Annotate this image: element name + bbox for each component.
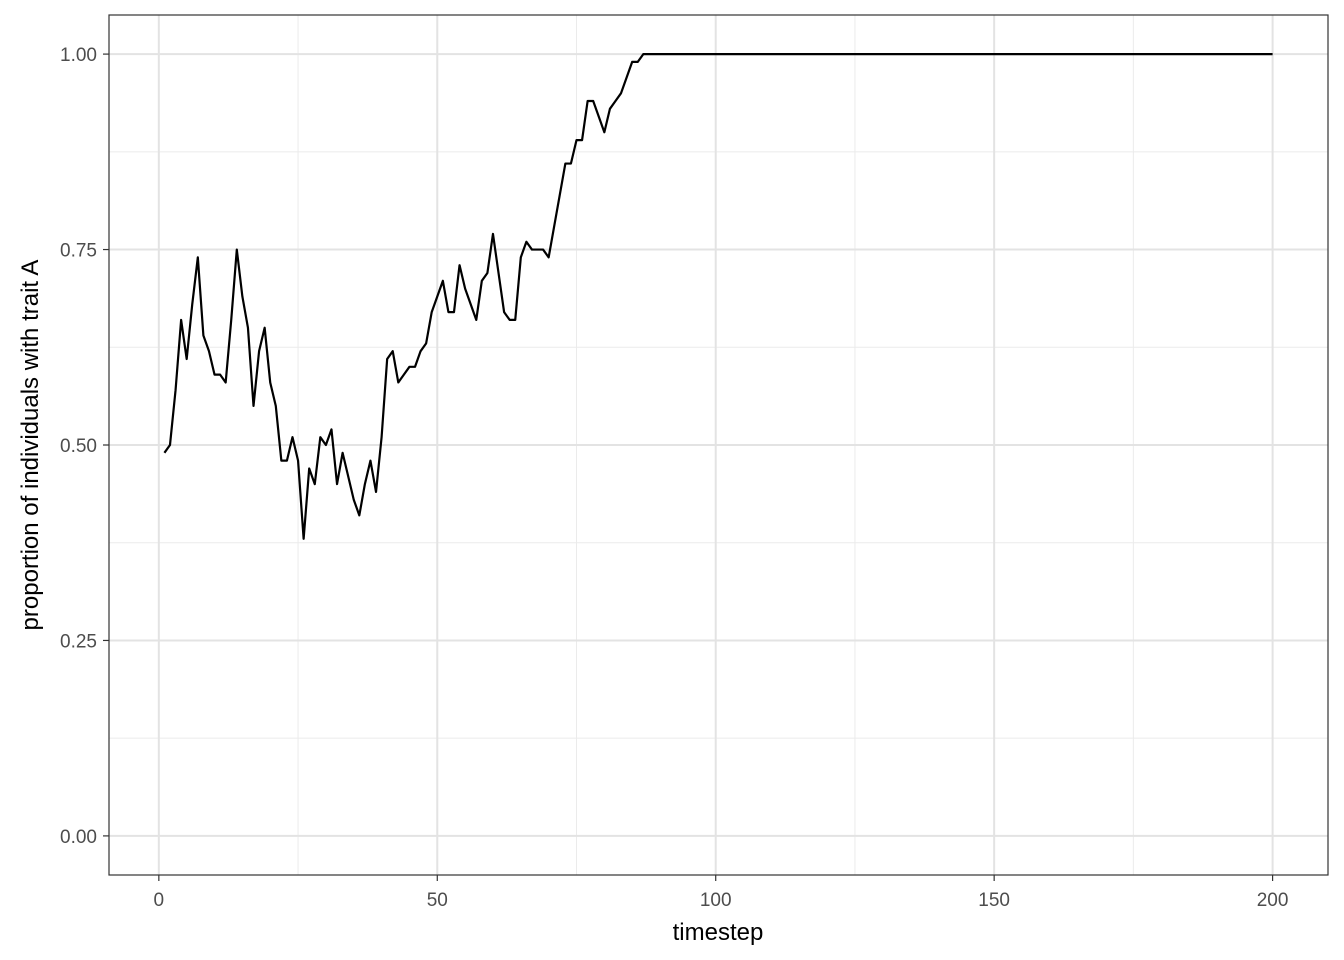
minor-gridlines [109, 15, 1328, 875]
x-tick-label: 100 [700, 890, 732, 911]
y-tick-label: 0.00 [60, 827, 97, 848]
y-tick-label: 0.25 [60, 631, 97, 652]
y-axis: 0.00 0.25 0.50 0.75 1.00 [60, 45, 109, 848]
x-tick-label: 0 [154, 890, 165, 911]
x-axis: 0 50 100 150 200 [154, 875, 1289, 911]
y-tick-label: 1.00 [60, 45, 97, 66]
series-layer [163, 52, 1273, 540]
x-tick-label: 50 [427, 890, 448, 911]
y-tick-label: 0.75 [60, 241, 97, 262]
x-tick-label: 150 [978, 890, 1010, 911]
series-line [163, 52, 1273, 540]
y-tick-label: 0.50 [60, 436, 97, 457]
x-tick-label: 200 [1257, 890, 1289, 911]
x-axis-title: timestep [673, 919, 764, 946]
y-axis-title: proportion of individuals with trait A [17, 260, 44, 631]
